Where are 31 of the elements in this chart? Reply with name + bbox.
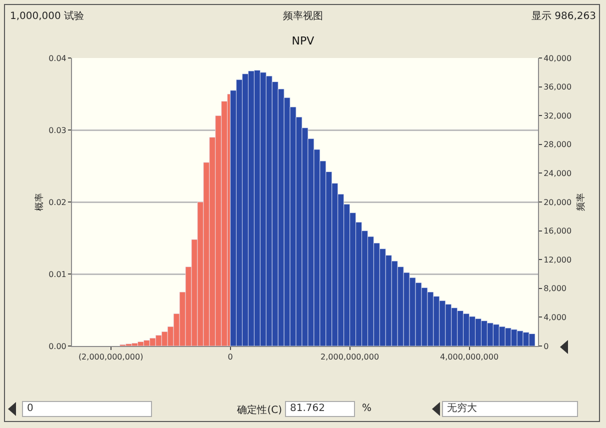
x-tick-label: 2,000,000,000 <box>320 352 380 362</box>
chart-title: NPV <box>292 34 315 48</box>
y2-tick-label: 28,000 <box>544 140 572 150</box>
y2-tick-label: 16,000 <box>544 226 572 236</box>
y-tick-label: 0.02 <box>48 198 66 207</box>
y-axis-title: 概率 <box>32 193 45 211</box>
y2-tick-label: 4,000 <box>544 313 567 322</box>
text: 频率视图 <box>283 10 323 23</box>
y2-axis-title: 频率 <box>573 193 586 211</box>
y-tick-label: 0.00 <box>48 342 66 351</box>
text: 显示 986,263 <box>531 10 596 23</box>
text: 无穷大 <box>442 401 578 417</box>
y2-tick-label: 0 <box>544 342 549 351</box>
y2-tick-label: 36,000 <box>544 82 572 92</box>
x-tick-label: 4,000,000,000 <box>440 352 499 362</box>
text: % <box>362 403 372 414</box>
y-tick-label: 0.04 <box>48 54 66 63</box>
text: 确定性(C) <box>237 404 282 417</box>
text: 81.762 <box>285 401 355 417</box>
y-tick-label: 0.03 <box>48 126 66 135</box>
y2-tick-label: 32,000 <box>544 111 572 120</box>
x-tick-label: 0 <box>228 352 233 362</box>
text: 1,000,000 试验 <box>10 10 84 23</box>
y-tick-label: 0.01 <box>48 270 66 279</box>
y2-tick-label: 8,000 <box>544 284 567 294</box>
y2-tick-label: 20,000 <box>544 198 572 207</box>
y2-tick-label: 40,000 <box>544 54 572 63</box>
y2-tick-label: 24,000 <box>544 169 572 178</box>
x-tick-label: (2,000,000,000) <box>78 352 144 362</box>
y2-tick-label: 12,000 <box>544 255 572 264</box>
text: 0 <box>22 401 152 417</box>
